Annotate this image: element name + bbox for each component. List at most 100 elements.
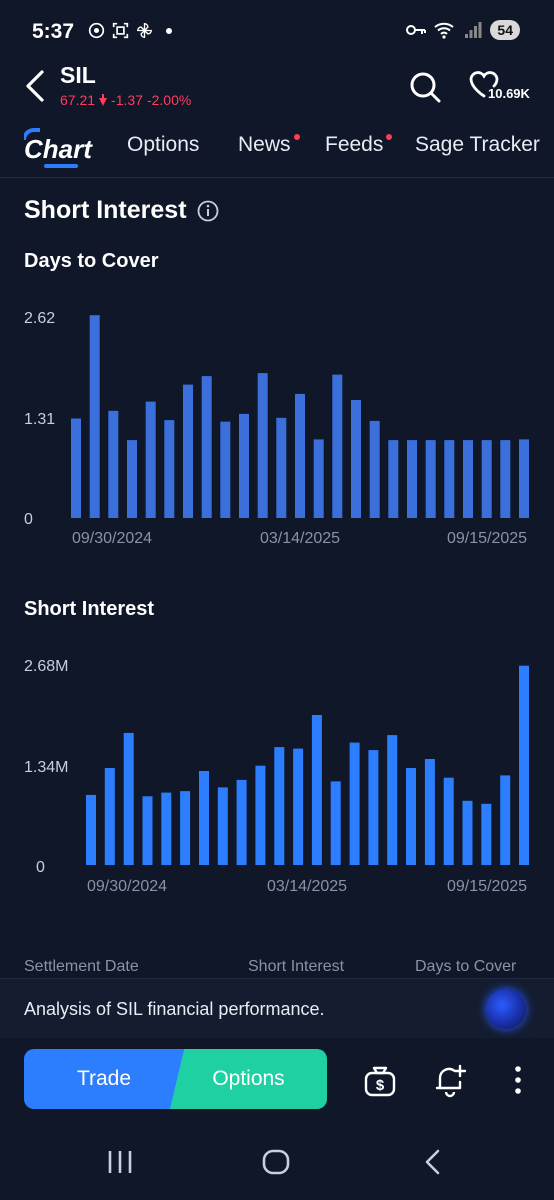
bar[interactable]	[368, 750, 379, 865]
days-to-cover-title: Days to Cover	[24, 250, 159, 272]
bar[interactable]	[89, 315, 100, 518]
bar[interactable]	[180, 791, 191, 865]
ticker-symbol: SIL	[60, 62, 96, 88]
search-icon[interactable]	[408, 70, 442, 104]
back-arrow-icon[interactable]	[22, 68, 50, 104]
bars-group	[71, 315, 529, 518]
table-header: Settlement Date Short Interest Days to C…	[0, 958, 554, 980]
status-bar: 5:37 54	[0, 0, 554, 62]
section-title: Short Interest	[24, 196, 219, 225]
price-change: -1.37	[111, 92, 143, 108]
add-alert-bell-icon[interactable]	[432, 1062, 468, 1098]
last-price: 67.21	[60, 92, 96, 108]
bar[interactable]	[313, 439, 324, 518]
bar[interactable]	[406, 768, 416, 865]
bar[interactable]	[293, 748, 304, 865]
x-tick-label: 03/14/2025	[267, 878, 347, 895]
bar[interactable]	[236, 779, 247, 865]
bar[interactable]	[183, 384, 193, 518]
bar[interactable]	[500, 775, 511, 865]
options-button[interactable]: Options	[170, 1049, 327, 1109]
trade-button[interactable]: Trade	[24, 1049, 184, 1109]
price-change-percent: -2.00%	[146, 92, 192, 108]
bar[interactable]	[161, 792, 172, 865]
x-tick-label: 03/14/2025	[260, 530, 340, 547]
more-vertical-icon[interactable]	[500, 1062, 536, 1098]
analysis-text: Analysis of SIL financial performance.	[24, 999, 325, 1019]
bar[interactable]	[108, 410, 119, 518]
bar[interactable]	[239, 413, 249, 518]
system-back-icon[interactable]	[420, 1148, 448, 1176]
info-icon[interactable]	[197, 200, 219, 222]
status-time: 5:37	[32, 20, 75, 43]
col-short-interest: Short Interest	[248, 958, 345, 975]
bar[interactable]	[220, 421, 231, 518]
tab-feeds[interactable]: Feeds	[325, 133, 384, 156]
bar[interactable]	[217, 787, 228, 865]
y-tick-label: 1.34M	[24, 759, 68, 776]
bar[interactable]	[274, 747, 285, 865]
svg-text:$: $	[376, 1077, 385, 1094]
bar[interactable]	[481, 803, 492, 865]
heart-icon[interactable]	[468, 68, 500, 100]
bar[interactable]	[295, 393, 305, 518]
system-icons: 54	[406, 20, 520, 40]
tab-options[interactable]: Options	[127, 133, 200, 156]
bar[interactable]	[500, 440, 511, 518]
bar[interactable]	[481, 440, 492, 518]
system-nav-bar	[0, 1128, 554, 1200]
bar[interactable]	[463, 440, 473, 518]
bar[interactable]	[142, 796, 153, 865]
bar[interactable]	[255, 765, 266, 865]
scan-icon	[112, 22, 129, 39]
bar[interactable]	[145, 401, 156, 518]
bar[interactable]	[199, 771, 209, 865]
bar[interactable]	[127, 440, 137, 518]
bar[interactable]	[276, 417, 287, 518]
bar[interactable]	[311, 715, 322, 865]
analysis-banner[interactable]: Analysis of SIL financial performance.	[0, 978, 554, 1038]
bar[interactable]	[164, 420, 175, 518]
action-bar: Trade Options $	[0, 1038, 554, 1128]
ai-assistant-icon[interactable]	[486, 989, 526, 1029]
bar[interactable]	[443, 777, 454, 865]
tab-news[interactable]: News	[238, 133, 291, 156]
bar[interactable]	[444, 440, 455, 518]
bar[interactable]	[425, 440, 436, 518]
bar[interactable]	[349, 742, 360, 865]
bar[interactable]	[123, 732, 134, 865]
bar[interactable]	[332, 374, 343, 518]
bar[interactable]	[71, 418, 81, 519]
money-bag-icon[interactable]: $	[362, 1062, 398, 1098]
bar[interactable]	[351, 400, 361, 518]
bar[interactable]	[330, 781, 341, 865]
y-tick-label: 2.62	[24, 310, 55, 327]
tab-sage-tracker[interactable]: Sage Tracker	[415, 133, 540, 156]
pinwheel-icon	[137, 23, 152, 38]
col-settlement-date: Settlement Date	[24, 958, 139, 975]
bar[interactable]	[519, 439, 529, 518]
bar[interactable]	[424, 759, 435, 865]
tab-bar: Chart Options News Feeds Sage Tracker	[0, 122, 554, 178]
battery-indicator: 54	[490, 20, 520, 40]
bar[interactable]	[257, 373, 268, 518]
bar[interactable]	[407, 440, 417, 518]
bar[interactable]	[519, 665, 529, 865]
trade-button-label: Trade	[76, 1067, 132, 1090]
col-days-to-cover: Days to Cover	[415, 958, 517, 975]
bar[interactable]	[462, 800, 473, 865]
bar[interactable]	[104, 768, 115, 865]
bar[interactable]	[201, 376, 212, 518]
bars-group	[86, 665, 529, 865]
x-tick-label: 09/30/2024	[87, 878, 167, 895]
bar[interactable]	[86, 794, 96, 865]
tab-chart[interactable]: Chart	[24, 128, 100, 170]
bar[interactable]	[369, 420, 380, 518]
short-interest-chart: 2.68M 1.34M 0 09/30/2024 03/14/2025 09/1…	[24, 658, 529, 895]
recent-apps-icon[interactable]	[106, 1148, 134, 1176]
home-icon[interactable]	[262, 1148, 290, 1176]
days-to-cover-chart: 2.62 1.31 0 09/30/2024 03/14/2025 09/15/…	[24, 310, 529, 547]
bar[interactable]	[387, 735, 398, 865]
bar[interactable]	[388, 440, 399, 518]
more-notifications-dot	[166, 27, 172, 34]
